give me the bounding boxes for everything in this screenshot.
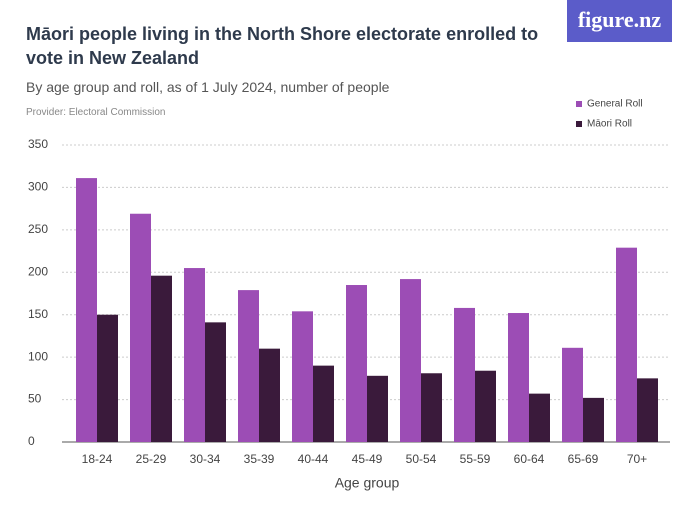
legend-label: Māori Roll — [587, 119, 632, 130]
bar — [421, 373, 442, 442]
x-tick-label: 55-59 — [460, 452, 491, 466]
x-tick-label: 18-24 — [82, 452, 113, 466]
bar — [508, 313, 529, 442]
y-tick-label: 0 — [28, 434, 35, 448]
bar — [583, 397, 604, 442]
x-tick-label: 70+ — [627, 452, 647, 466]
legend-label: General Roll — [587, 99, 643, 110]
bar — [130, 213, 151, 442]
bar — [346, 285, 367, 442]
bar — [76, 178, 97, 442]
y-tick-label: 150 — [28, 307, 48, 321]
y-tick-label: 300 — [28, 180, 48, 194]
y-tick-label: 350 — [28, 137, 48, 151]
chart-subtitle: By age group and roll, as of 1 July 2024… — [26, 79, 390, 95]
logo[interactable]: figure.nz — [567, 0, 672, 42]
bar — [292, 311, 313, 442]
bar — [238, 290, 259, 442]
provider: Provider: Electoral Commission — [26, 107, 166, 118]
bar — [454, 307, 475, 442]
legend-swatch — [576, 121, 582, 127]
x-tick-label: 45-49 — [352, 452, 383, 466]
y-tick-label: 50 — [28, 392, 42, 406]
x-tick-label: 35-39 — [244, 452, 275, 466]
bar — [529, 393, 550, 442]
x-tick-label: 50-54 — [406, 452, 437, 466]
y-tick-label: 250 — [28, 222, 48, 236]
legend-swatch — [576, 101, 582, 107]
x-tick-label: 60-64 — [514, 452, 545, 466]
bar — [259, 348, 280, 442]
x-tick-label: 25-29 — [136, 452, 167, 466]
y-tick-label: 200 — [28, 264, 48, 278]
x-tick-label: 30-34 — [190, 452, 221, 466]
bar — [205, 322, 226, 442]
bar — [616, 247, 637, 442]
bar — [151, 275, 172, 442]
bar — [313, 365, 334, 442]
bar — [184, 268, 205, 442]
bar — [400, 279, 421, 442]
bar — [475, 370, 496, 442]
x-tick-label: 65-69 — [568, 452, 599, 466]
bar — [562, 347, 583, 442]
y-tick-label: 100 — [28, 349, 48, 363]
x-tick-label: 40-44 — [298, 452, 329, 466]
bar — [97, 314, 118, 442]
bar — [637, 378, 658, 442]
bar — [367, 375, 388, 442]
chart-title: Māori people living in the North Shore e… — [26, 24, 539, 68]
x-axis-label: Age group — [335, 475, 400, 491]
